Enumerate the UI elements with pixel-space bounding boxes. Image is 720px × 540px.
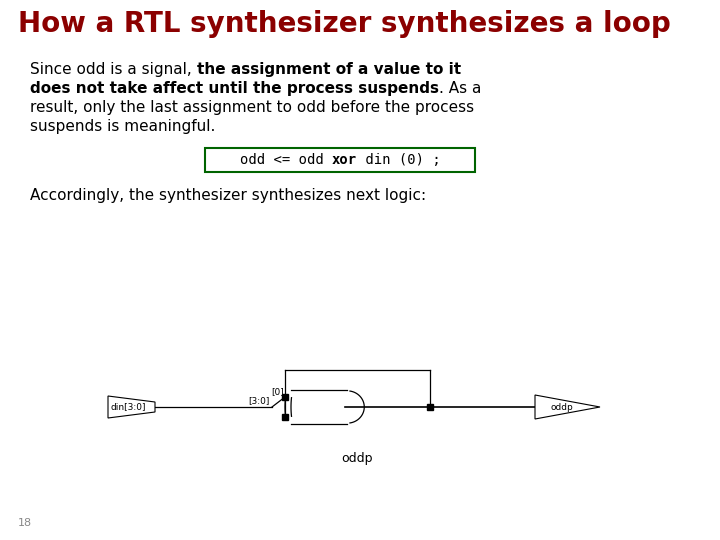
Bar: [205, 148, 475, 172]
Text: the assignment of a value to it: the assignment of a value to it: [197, 62, 461, 77]
Text: [0]: [0]: [271, 387, 284, 396]
Polygon shape: [108, 396, 155, 418]
Text: oddp: oddp: [550, 402, 573, 411]
Text: din[3:0]: din[3:0]: [111, 402, 146, 411]
Text: 18: 18: [18, 518, 32, 528]
Text: How a RTL synthesizer synthesizes a loop: How a RTL synthesizer synthesizes a loop: [18, 10, 671, 38]
Text: oddp: oddp: [342, 452, 373, 465]
Text: din (0) ;: din (0) ;: [356, 153, 441, 167]
Text: Accordingly, the synthesizer synthesizes next logic:: Accordingly, the synthesizer synthesizes…: [30, 188, 426, 203]
Text: Since odd is a signal,: Since odd is a signal,: [30, 62, 197, 77]
Text: odd <= odd: odd <= odd: [240, 153, 332, 167]
Text: suspends is meaningful.: suspends is meaningful.: [30, 119, 215, 134]
Text: . As a: . As a: [439, 81, 482, 96]
Text: does not take affect until the process suspends: does not take affect until the process s…: [30, 81, 439, 96]
Text: result, only the last assignment to odd before the process: result, only the last assignment to odd …: [30, 100, 474, 115]
Text: xor: xor: [332, 153, 356, 167]
Polygon shape: [535, 395, 600, 419]
Text: [3:0]: [3:0]: [248, 396, 270, 405]
